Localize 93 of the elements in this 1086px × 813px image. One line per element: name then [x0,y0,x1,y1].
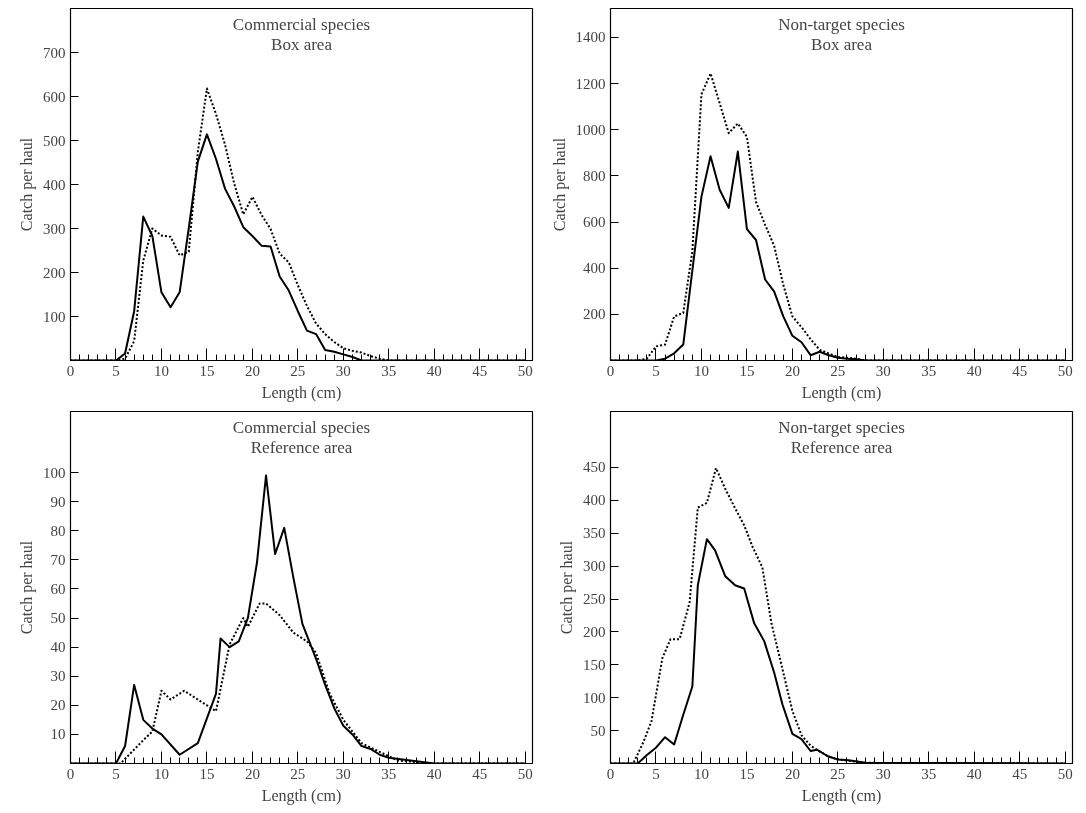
y-tick-label: 40 [50,639,66,656]
x-tick-label: 40 [426,362,442,379]
y-tick-label: 350 [583,525,606,542]
y-tick-label: 10 [50,726,66,743]
x-tick-label: 30 [875,362,891,379]
x-tick-label: 50 [1057,765,1073,782]
y-tick-label: 100 [583,689,606,706]
x-tick-label: 45 [1012,765,1028,782]
x-tick-label: 25 [830,765,846,782]
x-tick-label: 20 [784,362,800,379]
y-tick-label: 400 [43,176,66,193]
y-tick-label: 800 [583,167,606,184]
x-tick-label: 10 [693,362,709,379]
x-tick-label: 25 [290,765,306,782]
x-tick-label: 20 [244,765,260,782]
text: Box area [811,34,873,54]
x-axis-title: Length (cm) [261,786,342,805]
y-tick-label: 200 [583,306,606,323]
x-tick-label: 5 [112,765,120,782]
y-tick-label: 100 [43,464,66,481]
y-tick-label: 200 [43,264,66,281]
y-tick-label: 80 [50,522,66,539]
y-tick-label: 200 [583,623,606,640]
chart-title: Non-target species [778,417,905,437]
x-tick-label: 20 [244,362,260,379]
y-axis-title: Catch per haul [558,540,576,635]
x-tick-label: 10 [153,362,169,379]
y-tick-label: 100 [43,308,66,325]
x-tick-label: 50 [1057,362,1073,379]
x-tick-label: 25 [290,362,306,379]
text: Reference area [790,437,893,457]
x-tick-label: 40 [426,765,442,782]
text: Box area [271,34,333,54]
x-tick-label: 25 [830,362,846,379]
x-tick-label: 5 [652,362,660,379]
x-tick-label: 35 [381,362,397,379]
y-tick-label: 600 [43,88,66,105]
x-tick-label: 50 [517,765,533,782]
y-axis-title: Catch per haul [550,137,569,232]
x-tick-label: 35 [921,765,937,782]
y-tick-label: 300 [583,558,606,575]
y-tick-label: 700 [43,44,66,61]
y-tick-label: 90 [50,493,66,510]
x-tick-label: 50 [517,362,533,379]
y-axis-title: Catch per haul [18,540,36,635]
y-tick-label: 250 [583,591,606,608]
x-tick-label: 0 [606,362,615,379]
y-tick-label: 1200 [575,75,606,92]
x-tick-label: 10 [153,765,169,782]
x-tick-label: 5 [652,765,660,782]
y-tick-label: 50 [50,610,66,627]
x-axis-title: Length (cm) [801,786,882,805]
y-tick-label: 150 [583,656,606,673]
y-tick-label: 50 [590,722,606,739]
x-tick-label: 0 [606,765,615,782]
x-tick-label: 45 [472,362,488,379]
y-tick-label: 1000 [575,121,606,138]
x-tick-label: 15 [739,362,755,379]
y-tick-label: 450 [583,459,606,476]
chart-title: Non-target species [778,14,905,34]
y-tick-label: 1400 [575,29,606,46]
chart-title: Commercial species [232,417,371,437]
y-tick-label: 60 [50,580,66,597]
x-tick-label: 5 [112,362,120,379]
x-tick-label: 40 [966,765,982,782]
y-tick-label: 30 [50,668,66,685]
y-tick-label: 20 [50,697,66,714]
x-tick-label: 15 [199,765,215,782]
x-tick-label: 35 [381,765,397,782]
x-tick-label: 10 [693,765,709,782]
chart-title: Commercial species [232,14,371,34]
y-tick-label: 70 [50,551,66,568]
x-tick-label: 30 [335,362,351,379]
x-tick-label: 15 [739,765,755,782]
y-tick-label: 500 [43,132,66,149]
x-tick-label: 0 [66,362,75,379]
x-tick-label: 35 [921,362,937,379]
x-tick-label: 30 [875,765,891,782]
x-tick-label: 0 [66,765,75,782]
x-tick-label: 45 [472,765,488,782]
x-tick-label: 15 [199,362,215,379]
x-axis-title: Length (cm) [801,383,882,402]
x-axis-title: Length (cm) [261,383,342,402]
y-tick-label: 400 [583,260,606,277]
y-tick-label: 600 [583,214,606,231]
x-tick-label: 45 [1012,362,1028,379]
x-tick-label: 40 [966,362,982,379]
x-tick-label: 30 [335,765,351,782]
y-tick-label: 300 [43,220,66,237]
y-axis-title: Catch per haul [18,137,36,232]
text: Reference area [250,437,353,457]
y-tick-label: 400 [583,492,606,509]
x-tick-label: 20 [784,765,800,782]
